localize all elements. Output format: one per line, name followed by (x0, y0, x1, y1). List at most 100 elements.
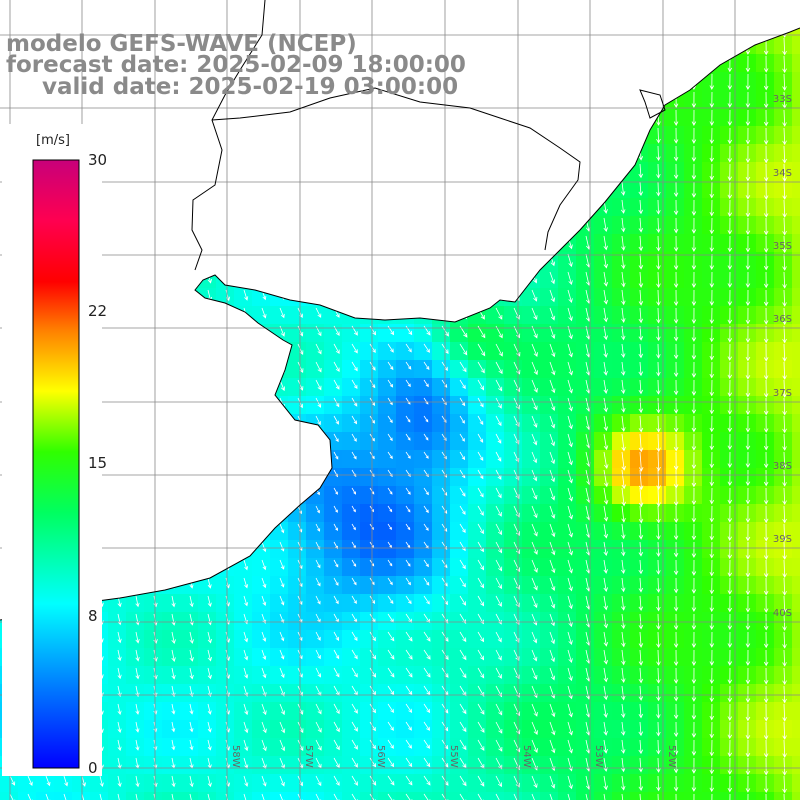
wind-arrow (135, 595, 140, 608)
wind-arrow (531, 703, 538, 717)
wind-arrow (745, 505, 751, 523)
field-cell (756, 486, 775, 505)
field-cell (0, 774, 19, 793)
field-cell (522, 432, 541, 451)
wind-arrow (621, 307, 626, 323)
wind-arrow (477, 343, 486, 357)
wind-arrow (405, 667, 413, 678)
wind-arrow (549, 271, 555, 285)
field-cell (630, 792, 649, 800)
wind-arrow (423, 415, 429, 423)
field-cell (684, 468, 703, 487)
field-cell (612, 324, 631, 343)
field-cell (648, 666, 667, 685)
field-cell (648, 594, 667, 613)
field-cell (612, 252, 631, 271)
field-cell (432, 792, 451, 800)
field-cell (612, 198, 631, 217)
wind-arrow (745, 559, 751, 578)
wind-arrow (405, 739, 412, 749)
field-cell (522, 558, 541, 577)
wind-arrow (727, 127, 733, 145)
field-cell (558, 450, 577, 469)
wind-arrow (459, 433, 465, 442)
wind-arrow (709, 721, 715, 739)
wind-arrow (279, 631, 285, 642)
wind-arrow (117, 685, 122, 697)
field-cell (504, 414, 523, 433)
wind-arrow (763, 685, 769, 704)
wind-arrow (745, 55, 751, 73)
wind-arrow (727, 739, 733, 758)
field-cell (468, 486, 487, 505)
wind-arrow (638, 199, 644, 215)
field-cell (702, 594, 721, 613)
field-cell (594, 576, 613, 595)
field-cell (468, 684, 487, 703)
wind-arrow (727, 487, 733, 505)
field-cell (396, 432, 415, 451)
wind-arrow (727, 433, 733, 451)
field-cell (630, 594, 649, 613)
field-cell (468, 396, 487, 415)
field-cell (594, 324, 613, 343)
wind-arrow (405, 451, 411, 459)
wind-arrow (207, 703, 212, 715)
country-border (191, 0, 581, 271)
field-cell (702, 612, 721, 631)
wind-arrow (603, 559, 608, 574)
colorbar-tick: 15 (86, 454, 110, 472)
field-cell (288, 774, 307, 793)
field-cell (792, 36, 800, 55)
latitude-label: 38S (773, 461, 792, 472)
field-cell (288, 558, 307, 577)
field-cell (756, 216, 775, 235)
wind-arrow (782, 649, 787, 667)
wind-arrow (709, 523, 715, 541)
wind-arrow (567, 595, 573, 610)
field-cell (432, 342, 451, 361)
field-cell (234, 774, 253, 793)
latitude-label: 39S (773, 534, 792, 545)
field-cell (324, 540, 343, 559)
field-cell (594, 270, 613, 289)
field-cell (558, 594, 577, 613)
field-cell (432, 432, 451, 451)
wind-arrow (691, 721, 697, 738)
wind-arrow (709, 199, 715, 217)
field-cell (738, 792, 757, 800)
field-cell (468, 738, 487, 757)
wind-arrow (620, 379, 626, 395)
field-cell (792, 756, 800, 775)
field-cell (774, 468, 793, 487)
field-cell (576, 738, 595, 757)
wind-arrow (782, 307, 787, 326)
wind-arrow (745, 235, 751, 253)
field-cell (162, 684, 181, 703)
field-cell (378, 612, 397, 631)
wind-arrow (673, 127, 679, 144)
field-cell (702, 144, 721, 163)
wind-arrow (691, 613, 697, 630)
wind-arrow (405, 415, 411, 423)
field-cell (180, 684, 199, 703)
field-cell (630, 288, 649, 307)
wind-arrow (567, 703, 573, 718)
wind-arrow (171, 739, 176, 751)
field-cell (396, 792, 415, 800)
wind-arrow (621, 469, 627, 490)
field-cell (540, 432, 559, 451)
field-cell (378, 630, 397, 649)
wind-arrow (727, 541, 733, 560)
field-cell (144, 594, 163, 613)
field-cell (594, 342, 613, 361)
wind-arrow (656, 757, 661, 773)
wind-arrow (763, 163, 769, 182)
field-cell (396, 738, 415, 757)
colorbar-tick: 30 (86, 151, 110, 169)
wind-arrow (387, 541, 392, 548)
wind-arrow (709, 91, 715, 108)
field-cell (738, 180, 757, 199)
wind-arrow (709, 415, 715, 433)
field-cell (756, 720, 775, 739)
